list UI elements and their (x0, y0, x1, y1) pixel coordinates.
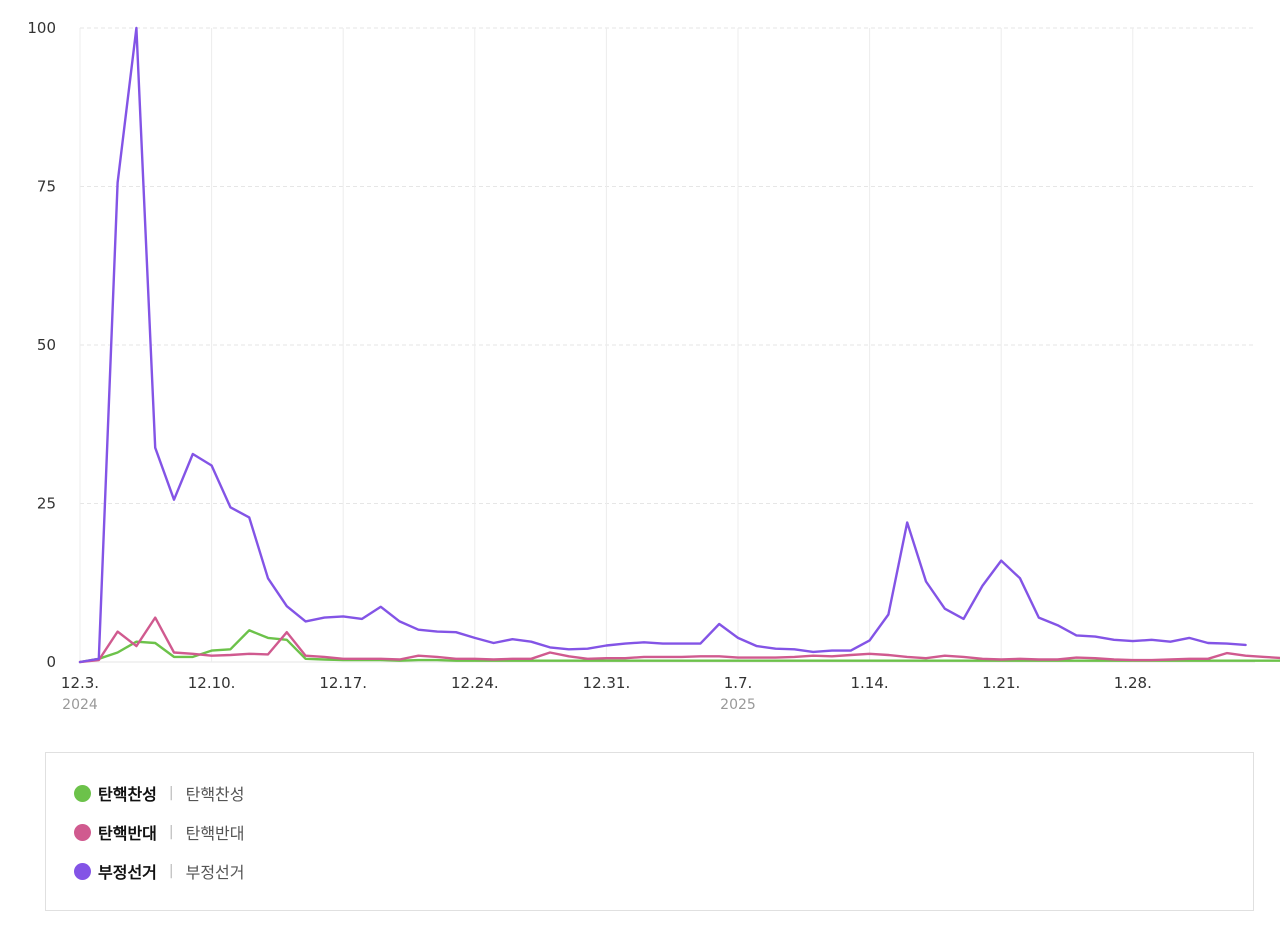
x-tick-label: 12.17. (319, 674, 367, 692)
legend-search-term: 부정선거 (185, 863, 245, 882)
x-tick-year-label: 2025 (720, 697, 756, 713)
x-tick-label: 12.3. (61, 674, 99, 692)
legend-separator: | (168, 863, 174, 879)
legend-dot-icon (74, 784, 91, 802)
series-line-1 (78, 616, 1280, 664)
x-tick-label: 12.24. (451, 674, 499, 692)
x-tick-label: 1.21. (982, 674, 1020, 692)
x-tick-label: 12.10. (188, 674, 236, 692)
legend-separator: | (168, 785, 174, 801)
legend-item-impeachment-oppose[interactable]: 탄핵반대 | 탄핵반대 (74, 820, 245, 844)
legend: 탄핵찬성 | 탄핵찬성 탄핵반대 | 탄핵반대 부정선거 | 부정선거 (45, 752, 1254, 911)
x-tick-label: 12.31. (583, 674, 631, 692)
x-tick-label: 1.14. (851, 674, 889, 692)
chart-grid (79, 27, 1255, 663)
chart-series (78, 26, 1280, 664)
x-tick-label: 1.28. (1114, 674, 1152, 692)
x-axis: 12.3. 2024 12.10. 12.17. 12.24. 12.31. 1.7. 202… (61, 674, 1152, 713)
legend-series-name: 탄핵반대 (98, 824, 157, 843)
legend-search-term: 탄핵반대 (185, 824, 245, 843)
x-tick-year-label: 2024 (62, 697, 98, 713)
legend-item-election-fraud[interactable]: 부정선거 | 부정선거 (74, 859, 245, 883)
legend-separator: | (168, 824, 174, 840)
legend-series-name: 탄핵찬성 (98, 785, 157, 804)
y-tick-label: 50 (37, 336, 56, 354)
x-tick-label: 1.7. (724, 674, 753, 692)
y-tick-label: 100 (27, 19, 56, 37)
legend-item-impeachment-support[interactable]: 탄핵찬성 | 탄핵찬성 (74, 781, 245, 805)
legend-dot-icon (74, 823, 91, 841)
y-axis: 0 25 50 75 100 (27, 19, 56, 671)
legend-search-term: 탄핵찬성 (185, 785, 245, 804)
series-line-2 (78, 26, 1247, 664)
legend-dot-icon (74, 862, 91, 880)
y-tick-label: 75 (37, 178, 56, 196)
legend-series-name: 부정선거 (98, 863, 157, 882)
y-tick-label: 0 (46, 653, 56, 671)
y-tick-label: 25 (37, 495, 56, 513)
